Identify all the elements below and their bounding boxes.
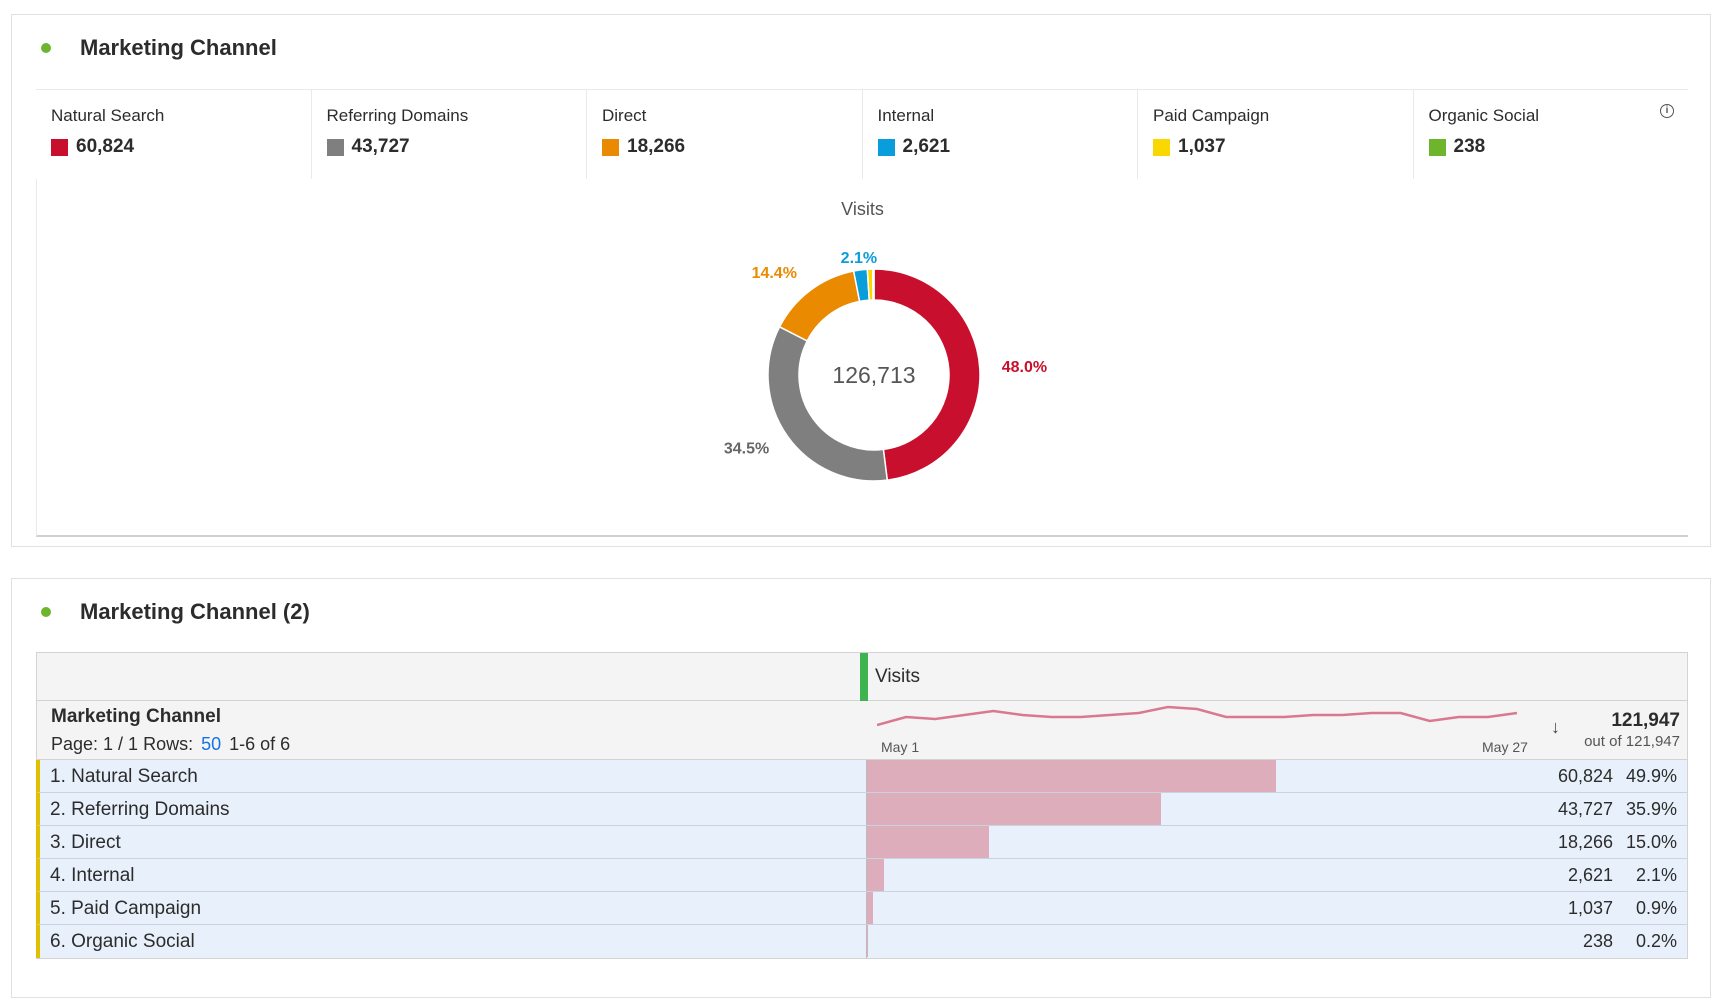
legend-item[interactable]: Natural Search 60,824 (36, 90, 312, 179)
sparkline-start-label: May 1 (881, 739, 920, 755)
donut-slice-natural-search[interactable] (873, 268, 981, 482)
legend-item[interactable]: Paid Campaign 1,037 (1138, 90, 1414, 179)
column-divider (866, 859, 867, 891)
slice-label: 34.5% (724, 441, 769, 458)
sort-descending-icon[interactable]: ↓ (1551, 717, 1560, 737)
row-percent: 49.9% (1625, 766, 1677, 786)
table-subheader-row: Marketing Channel Page: 1 / 1 Rows: 50 1… (37, 701, 1687, 760)
column-total: 121,947 (1611, 710, 1680, 731)
donut-slice-referring-domains[interactable] (767, 325, 889, 482)
legend-item[interactable]: Referring Domains 43,727 (312, 90, 587, 179)
row-range: 1-6 of 6 (229, 734, 291, 754)
legend-item[interactable]: Direct 18,266 (587, 90, 863, 179)
panel-title: Marketing Channel (80, 35, 277, 60)
legend-label: Internal (877, 106, 935, 125)
sparkline-end-label: May 27 (1482, 739, 1528, 755)
column-divider (866, 793, 867, 825)
table-row[interactable]: 2. Referring Domains 43,727 35.9% (36, 793, 1687, 826)
column-divider (866, 826, 867, 858)
legend-label: Paid Campaign (1153, 106, 1270, 125)
row-value: 43,727 (1557, 799, 1613, 819)
row-label[interactable]: 3. Direct (50, 832, 121, 853)
chart-title: Visits (841, 199, 884, 219)
legend-swatch (51, 138, 68, 156)
row-bar (866, 826, 990, 858)
row-value: 60,824 (1557, 766, 1613, 786)
legend-swatch (602, 138, 619, 156)
panel-title: Marketing Channel (2) (80, 599, 310, 624)
row-value: 1,037 (1567, 898, 1613, 918)
donut-center-total: 126,713 (832, 362, 915, 388)
column-divider (866, 760, 867, 792)
column-divider (866, 925, 867, 958)
slice-label: 14.4% (752, 265, 797, 282)
legend-label: Organic Social (1428, 106, 1540, 125)
sparkline-line (877, 705, 1518, 727)
metric-header-visits[interactable]: Visits (875, 666, 921, 687)
marketing-channel-table-panel: Marketing Channel (2) Visits Marketing C… (11, 578, 1711, 998)
legend-value: 1,037 (1178, 136, 1226, 157)
row-percent: 0.2% (1635, 931, 1677, 951)
table-row[interactable]: 5. Paid Campaign 1,037 0.9% (36, 892, 1687, 925)
slice-label: 48.0% (1002, 359, 1047, 376)
row-bar (866, 892, 873, 924)
column-total-sub: out of 121,947 (1584, 733, 1680, 750)
dimension-header[interactable]: Marketing Channel (51, 706, 221, 727)
row-value: 238 (1582, 931, 1613, 951)
legend-value: 2,621 (902, 136, 951, 157)
sparkline (877, 705, 1518, 727)
row-bar (866, 793, 1161, 825)
row-percent: 35.9% (1625, 799, 1677, 819)
legend-swatch (1153, 138, 1170, 156)
legend-label: Natural Search (51, 106, 165, 125)
legend-value: 238 (1453, 136, 1486, 157)
legend-value: 43,727 (351, 136, 410, 157)
row-percent: 2.1% (1635, 865, 1677, 885)
table-header-row: Visits (37, 653, 1687, 701)
column-divider (866, 892, 867, 924)
table-row[interactable]: 6. Organic Social 238 0.2% (36, 925, 1687, 958)
status-dot-icon (41, 607, 51, 617)
row-value: 18,266 (1557, 832, 1613, 852)
freeform-table: Visits Marketing Channel Page: 1 / 1 Row… (36, 652, 1688, 959)
row-bar (866, 760, 1276, 792)
row-bar (866, 859, 884, 891)
info-icon[interactable]: i (1660, 104, 1674, 118)
row-percent: 15.0% (1625, 832, 1677, 852)
row-value: 2,621 (1567, 865, 1613, 885)
pagination: Page: 1 / 1 Rows: 50 1-6 of 6 (51, 734, 290, 755)
legend-item[interactable]: Internal 2,621 (863, 90, 1138, 179)
row-percent: 0.9% (1635, 898, 1677, 918)
summary-legend: Natural Search 60,824 Referring Domains 4… (36, 89, 1688, 179)
legend-item[interactable]: Organic Social 238 i (1414, 90, 1689, 179)
status-dot-icon (41, 43, 51, 53)
row-label[interactable]: 5. Paid Campaign (50, 898, 202, 919)
legend-label: Direct (602, 106, 647, 125)
legend-swatch (326, 138, 344, 156)
legend-label: Referring Domains (326, 106, 469, 125)
donut-chart: 48.0% 34.5% 14.4% 2.1% 126,713 (724, 250, 1047, 482)
column-drag-handle[interactable] (860, 653, 868, 701)
donut-slice-organic-social[interactable] (871, 268, 875, 301)
rows-per-page[interactable]: 50 (201, 734, 222, 754)
slice-label: 2.1% (841, 250, 877, 267)
table-row[interactable]: 1. Natural Search 60,824 49.9% (36, 760, 1687, 793)
legend-swatch (877, 138, 895, 156)
row-label[interactable]: 6. Organic Social (50, 931, 195, 952)
marketing-channel-donut-panel: Marketing Channel Natural Search 60,824 R… (11, 14, 1711, 547)
row-label[interactable]: 1. Natural Search (50, 766, 198, 787)
table-row[interactable]: 4. Internal 2,621 2.1% (36, 859, 1687, 892)
row-label[interactable]: 2. Referring Domains (50, 799, 230, 820)
legend-value: 18,266 (627, 136, 686, 157)
table-row[interactable]: 3. Direct 18,266 15.0% (36, 826, 1687, 859)
legend-value: 60,824 (76, 136, 135, 157)
legend-swatch (1428, 138, 1446, 156)
donut-chart-area: Visits 48.0% 34.5% 14.4% 2.1% 126,713 (36, 179, 1688, 537)
page-label: Page: 1 / 1 Rows: (51, 734, 194, 754)
row-label[interactable]: 4. Internal (50, 865, 135, 886)
